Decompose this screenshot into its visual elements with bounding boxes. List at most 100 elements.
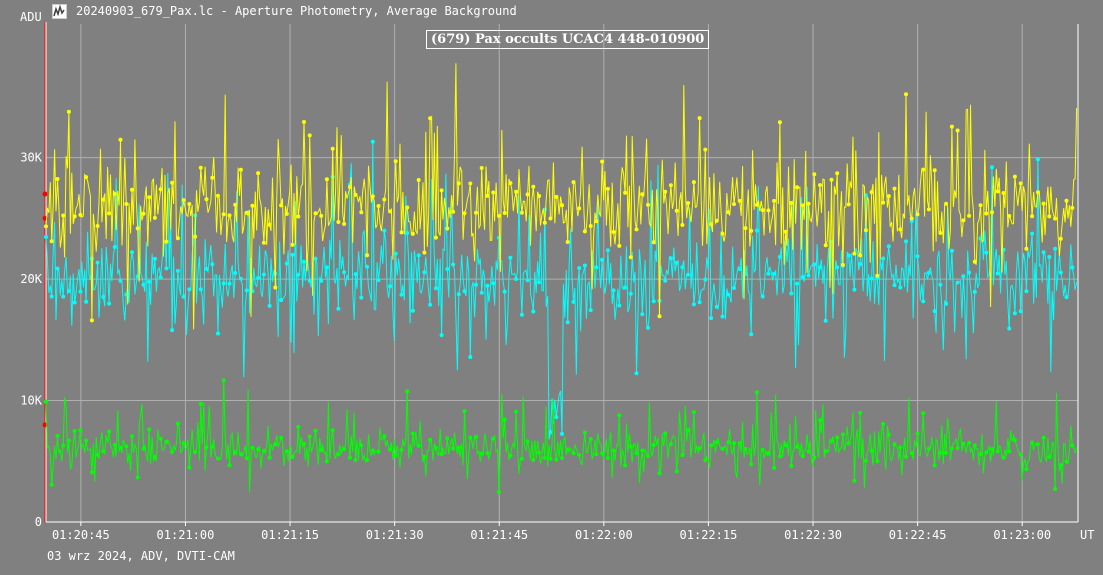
series-point (554, 194, 559, 199)
series-point (909, 216, 914, 221)
series-point (256, 447, 261, 452)
x-tick-label: 01:21:30 (366, 528, 424, 542)
series-point (881, 200, 886, 205)
series-point (881, 422, 886, 426)
series-point (709, 443, 714, 448)
series-point (858, 262, 863, 267)
series-point (863, 228, 868, 233)
series-point (393, 453, 398, 458)
series-point (296, 272, 301, 277)
series-point (760, 208, 765, 213)
series-point (1070, 205, 1075, 210)
series-point (330, 175, 335, 179)
series-point (600, 159, 605, 164)
series-point (691, 410, 696, 415)
series-point (588, 224, 593, 228)
series-point (892, 283, 897, 288)
series-point (732, 202, 736, 207)
series-point (84, 438, 89, 443)
series-point (135, 475, 140, 480)
series-point (468, 435, 473, 440)
series-point (428, 116, 433, 121)
series-point (216, 193, 220, 198)
series-point (147, 279, 152, 284)
series-point (651, 443, 656, 448)
series-point (560, 456, 564, 461)
series-point (886, 244, 891, 249)
series-point (107, 301, 112, 306)
series-point (1047, 455, 1052, 460)
series-point (955, 128, 960, 133)
series-point (846, 253, 851, 258)
series-point (680, 223, 685, 227)
series-point (210, 444, 215, 449)
series-point (84, 175, 89, 180)
series-point (560, 431, 564, 436)
series-point (227, 281, 232, 286)
series-point (227, 213, 232, 218)
series-point (502, 211, 507, 215)
series-point (44, 224, 48, 229)
series-point (445, 436, 450, 441)
series-point (152, 256, 157, 261)
series-point (135, 226, 140, 231)
series-point (904, 92, 908, 97)
series-point (49, 239, 54, 244)
series-point (978, 452, 983, 456)
x-tick-label: 01:22:45 (889, 528, 947, 542)
grid-lines (46, 24, 1078, 522)
series-point (170, 180, 175, 185)
series-point (508, 255, 513, 260)
series-point (852, 478, 857, 483)
series-point (284, 261, 289, 266)
series-point (915, 254, 920, 259)
series-point (760, 447, 765, 452)
series-point (399, 230, 404, 235)
series-point (1053, 246, 1058, 251)
cursor-marker (42, 191, 48, 197)
series-point (428, 437, 433, 442)
series-point (955, 280, 960, 285)
series-point (634, 227, 639, 232)
series-point (886, 432, 891, 437)
series-point (365, 264, 370, 269)
series-point (1012, 174, 1017, 179)
series-point (170, 328, 175, 333)
series-point (663, 431, 668, 436)
series-point (55, 434, 60, 438)
series-point (749, 462, 754, 467)
series-point (600, 451, 605, 456)
series-point (623, 285, 628, 290)
series-point (256, 276, 261, 280)
series-point (296, 214, 301, 219)
series-point (445, 267, 450, 271)
series-point (181, 294, 186, 299)
series-point (789, 201, 794, 205)
series-point (1030, 231, 1035, 236)
series-point (926, 270, 931, 275)
series-point (382, 434, 387, 439)
series-point (342, 270, 347, 275)
series-point (668, 442, 673, 447)
series-point (451, 446, 456, 451)
series-point (72, 214, 77, 219)
series-point (949, 248, 954, 253)
series-point (709, 222, 714, 227)
series-point (611, 448, 616, 453)
series-point (112, 442, 117, 447)
series-point (519, 456, 524, 461)
series-point (118, 278, 123, 283)
series-point (697, 116, 702, 121)
series-point (78, 428, 83, 433)
series-point (319, 448, 324, 452)
series-point (617, 413, 622, 418)
series-point (560, 203, 564, 208)
series-point (840, 432, 845, 437)
series-point (1053, 216, 1058, 221)
series-point (932, 168, 937, 173)
series-point (881, 256, 886, 261)
series-point (703, 147, 708, 152)
series-point (141, 211, 146, 216)
series-point (1018, 309, 1023, 314)
